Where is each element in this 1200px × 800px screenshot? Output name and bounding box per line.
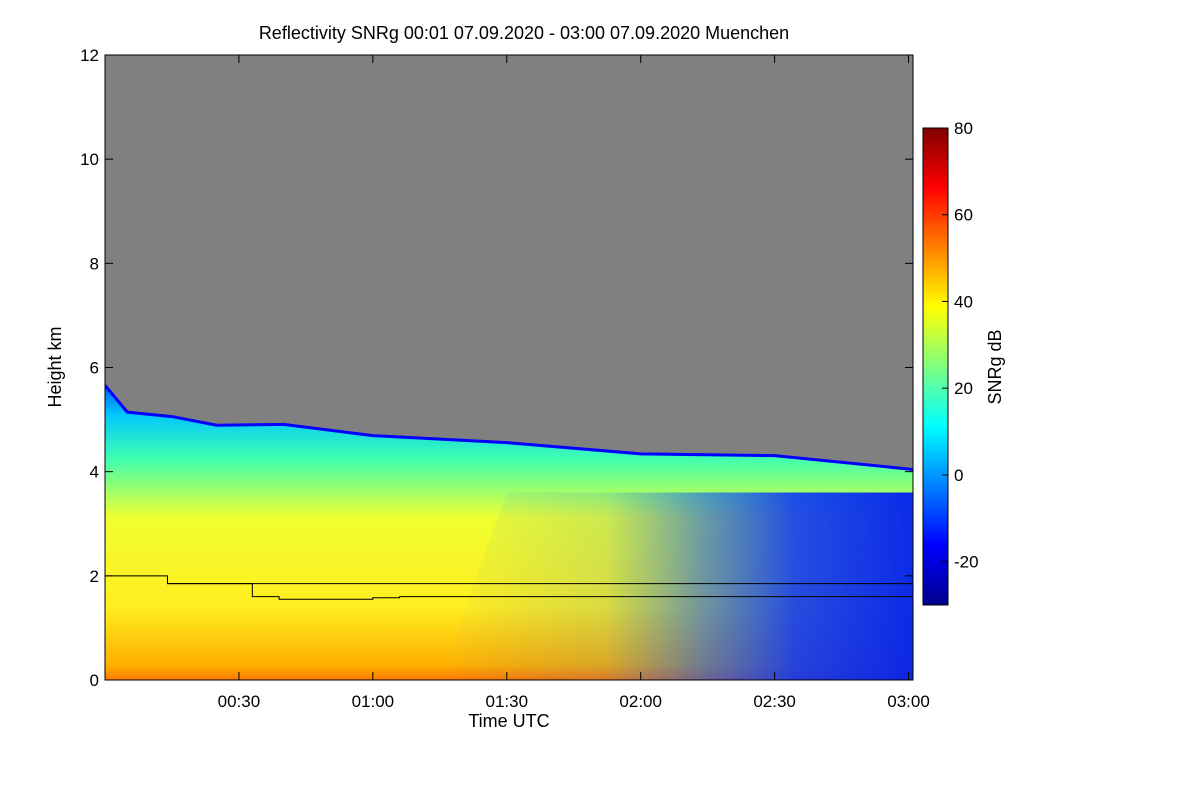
colorbar-tick-label: 0 (954, 466, 963, 485)
y-tick-label: 0 (90, 671, 99, 690)
y-tick-label: 4 (90, 463, 99, 482)
colorbar-label: SNRg dB (985, 329, 1005, 404)
x-tick-label: 02:00 (619, 692, 662, 711)
colorbar-tick-label: 40 (954, 292, 973, 311)
plot-area (105, 55, 913, 680)
line-series-1 (105, 575, 913, 600)
colorbar: 80 60 40 20 0 -20 SNRg dB (922, 119, 1005, 606)
colorbar-tick-label: 60 (954, 206, 973, 225)
x-tick-label: 01:30 (485, 692, 528, 711)
echo-top-edge (105, 384, 913, 471)
chart-title: Reflectivity SNRg 00:01 07.09.2020 - 03:… (259, 23, 789, 43)
y-tick-label: 6 (90, 359, 99, 378)
y-tick-label: 10 (80, 150, 99, 169)
x-axis-label: Time UTC (468, 711, 549, 731)
colorbar-tick-label: 80 (954, 119, 973, 138)
colorbar-tick-label: -20 (954, 553, 979, 572)
y-tick-label: 2 (90, 567, 99, 586)
colorbar-gradient (922, 127, 949, 606)
dry-air-overlay (439, 492, 913, 680)
x-tick-label: 02:30 (753, 692, 796, 711)
y-axis-label: Height km (45, 326, 65, 407)
x-tick-label: 00:30 (218, 692, 261, 711)
y-tick-label: 8 (90, 254, 99, 273)
colorbar-tick-label: 20 (954, 379, 973, 398)
y-tick-label: 12 (80, 46, 99, 65)
x-tick-label: 01:00 (352, 692, 395, 711)
x-tick-label: 03:00 (887, 692, 930, 711)
